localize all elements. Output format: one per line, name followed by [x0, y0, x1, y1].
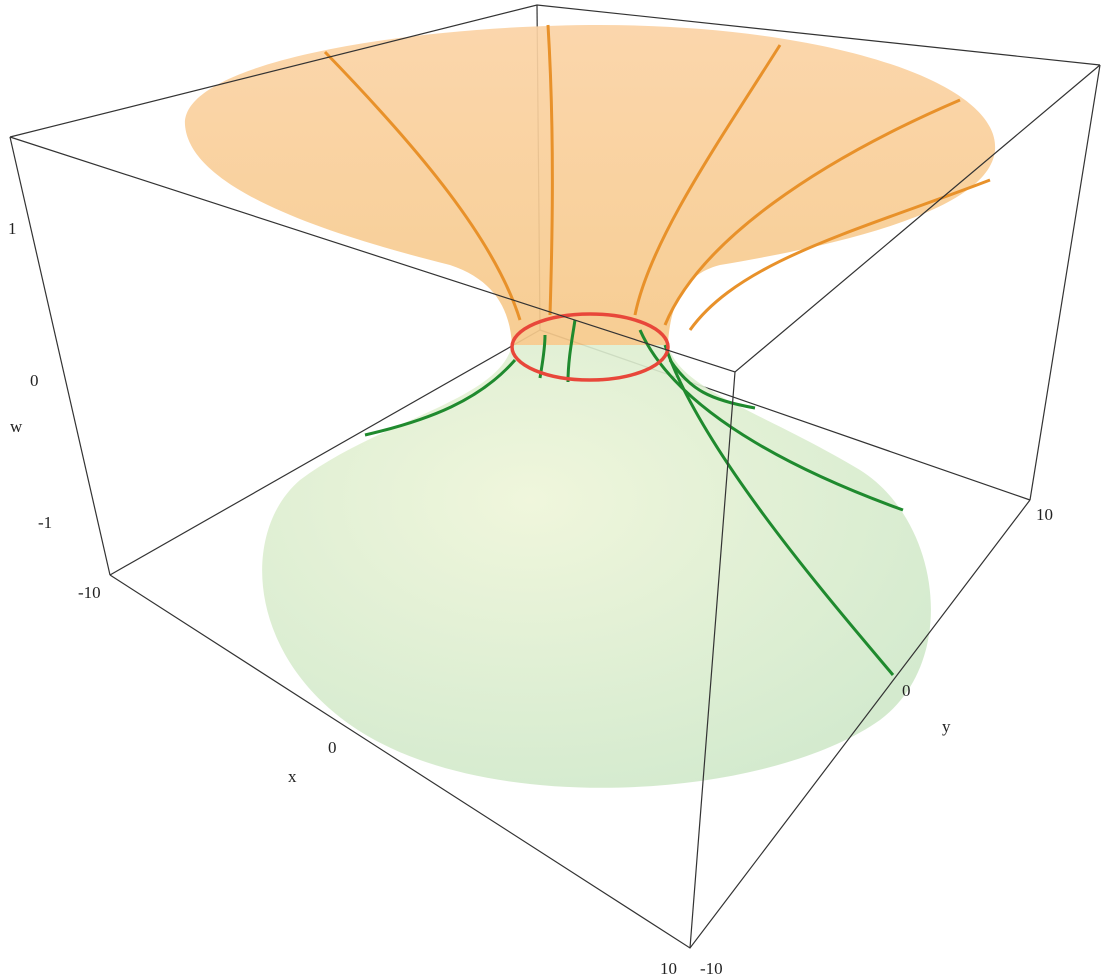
w-axis-label: w	[10, 417, 23, 436]
x-tick-label: -10	[78, 583, 101, 602]
upper-surface	[184, 25, 996, 345]
box-front	[9, 4, 1101, 949]
y-tick-label: 10	[1036, 505, 1053, 524]
w-tick-label: 0	[30, 371, 39, 390]
w-tick-label: -1	[38, 513, 52, 532]
lower-surface	[262, 345, 931, 788]
y-tick-label: -10	[700, 959, 723, 978]
throat-circle	[510, 312, 670, 382]
w-tick-label: 1	[8, 219, 17, 238]
y-tick-label: 0	[902, 681, 911, 700]
lower-curves	[364, 319, 904, 676]
x-axis-label: x	[288, 767, 297, 786]
x-tick-label: 0	[328, 738, 337, 757]
upper-curves	[323, 24, 991, 331]
x-tick-label: 10	[660, 959, 677, 978]
y-axis-label: y	[942, 717, 951, 736]
